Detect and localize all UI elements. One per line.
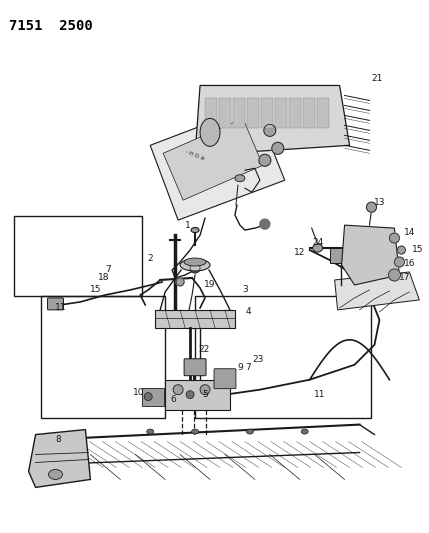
Text: 21: 21: [372, 74, 383, 83]
Text: 16: 16: [404, 259, 415, 268]
Text: 2: 2: [148, 254, 153, 263]
Text: 24: 24: [312, 238, 323, 247]
FancyBboxPatch shape: [48, 298, 63, 310]
Ellipse shape: [246, 429, 254, 434]
Polygon shape: [195, 85, 350, 155]
Bar: [195, 296, 371, 418]
Text: 23: 23: [252, 356, 263, 364]
Ellipse shape: [186, 391, 194, 399]
Text: 7151  2500: 7151 2500: [9, 19, 92, 33]
Circle shape: [272, 142, 284, 154]
Ellipse shape: [48, 470, 63, 480]
Polygon shape: [247, 99, 259, 128]
Polygon shape: [29, 430, 91, 487]
Ellipse shape: [235, 175, 245, 182]
Text: 6: 6: [170, 395, 176, 404]
Polygon shape: [205, 99, 217, 128]
Text: 1: 1: [185, 221, 191, 230]
Text: 15: 15: [90, 286, 101, 294]
Text: 19: 19: [204, 280, 216, 289]
Text: - H O ※: - H O ※: [185, 149, 206, 161]
Text: 11: 11: [314, 390, 326, 399]
Circle shape: [264, 124, 276, 136]
Circle shape: [260, 219, 270, 229]
FancyBboxPatch shape: [142, 387, 164, 406]
Circle shape: [176, 278, 184, 286]
Ellipse shape: [173, 385, 183, 394]
Circle shape: [259, 154, 271, 166]
Polygon shape: [335, 272, 419, 310]
Ellipse shape: [191, 228, 199, 232]
Polygon shape: [317, 99, 329, 128]
Text: 4: 4: [245, 308, 251, 317]
Text: 12: 12: [294, 247, 305, 256]
FancyBboxPatch shape: [214, 369, 236, 389]
Ellipse shape: [313, 244, 323, 252]
Polygon shape: [289, 99, 301, 128]
Bar: [14, 216, 142, 296]
Polygon shape: [219, 99, 231, 128]
Circle shape: [397, 246, 405, 254]
Text: 15: 15: [411, 245, 423, 254]
Text: 7: 7: [106, 265, 111, 274]
Circle shape: [366, 202, 377, 212]
Circle shape: [388, 269, 400, 281]
Text: 22: 22: [198, 345, 210, 354]
Text: 3: 3: [242, 286, 248, 294]
Ellipse shape: [192, 429, 199, 434]
Text: 5: 5: [202, 390, 208, 399]
Polygon shape: [275, 99, 287, 128]
Ellipse shape: [200, 385, 210, 394]
FancyBboxPatch shape: [155, 310, 235, 328]
Ellipse shape: [200, 118, 220, 147]
FancyBboxPatch shape: [184, 359, 206, 376]
Text: 13: 13: [374, 198, 385, 207]
Text: 14: 14: [404, 228, 415, 237]
Text: 7: 7: [245, 363, 251, 372]
Ellipse shape: [147, 429, 154, 434]
Ellipse shape: [180, 259, 210, 271]
Circle shape: [190, 263, 200, 273]
Polygon shape: [150, 106, 285, 220]
Polygon shape: [261, 99, 273, 128]
Text: 9: 9: [237, 363, 243, 372]
FancyBboxPatch shape: [329, 248, 351, 263]
Text: 18: 18: [98, 273, 109, 282]
Text: 17: 17: [399, 273, 410, 282]
Ellipse shape: [144, 393, 152, 401]
Polygon shape: [163, 118, 263, 200]
Ellipse shape: [184, 258, 206, 266]
Polygon shape: [341, 225, 399, 285]
Polygon shape: [233, 99, 245, 128]
Circle shape: [390, 233, 399, 243]
Polygon shape: [303, 99, 315, 128]
Circle shape: [394, 257, 405, 267]
FancyBboxPatch shape: [165, 379, 230, 410]
Text: 11: 11: [55, 303, 66, 312]
Bar: [41, 296, 165, 418]
Ellipse shape: [301, 429, 308, 434]
Text: 8: 8: [56, 435, 61, 444]
Text: 10: 10: [133, 388, 144, 397]
